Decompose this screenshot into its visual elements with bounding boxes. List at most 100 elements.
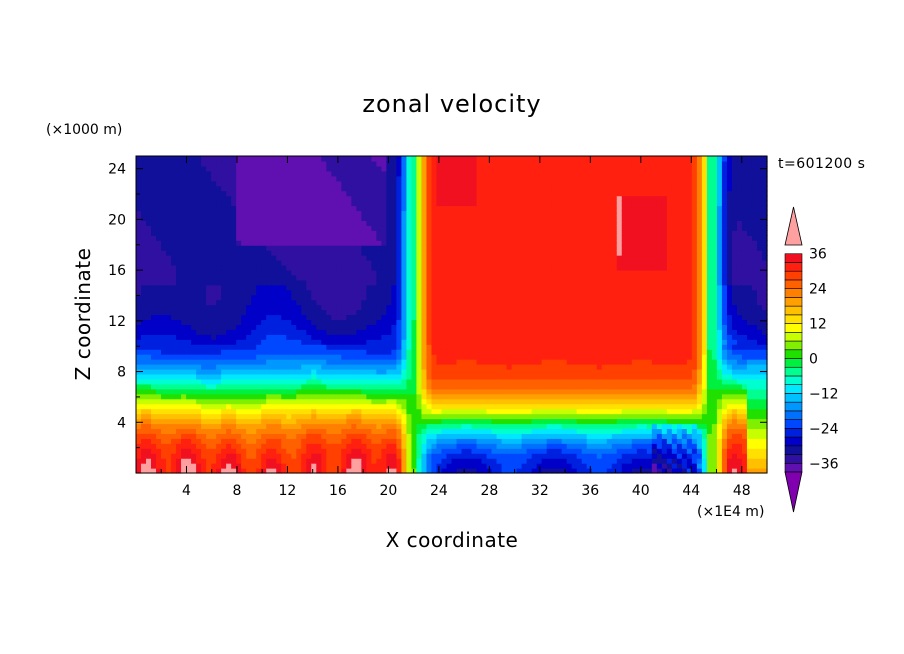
field-cell (301, 200, 307, 207)
field-cell (376, 428, 382, 434)
field-cell (246, 383, 252, 390)
field-cell (316, 359, 322, 365)
field-cell (151, 359, 157, 365)
field-cell (466, 260, 473, 266)
field-cell (381, 170, 387, 177)
field-cell (171, 289, 177, 296)
field-cell (491, 309, 498, 316)
field-cell (376, 339, 382, 345)
field-cell (321, 264, 327, 271)
field-cell (521, 373, 528, 380)
field-cell (491, 195, 498, 202)
field-cell (166, 423, 172, 430)
field-cell (496, 433, 503, 439)
field-cell (421, 339, 428, 345)
field-cell (386, 230, 393, 236)
field-cell (151, 289, 157, 296)
field-cell (511, 279, 518, 286)
field-cell (506, 250, 513, 256)
field-cell (441, 339, 448, 345)
field-cell (516, 314, 523, 321)
field-cell (261, 250, 267, 256)
field-cell (326, 165, 332, 172)
field-cell (166, 156, 172, 162)
field-cell (301, 289, 307, 296)
field-cell (521, 403, 528, 410)
field-cell (156, 443, 162, 449)
field-cell (496, 299, 503, 306)
field-cell (231, 235, 237, 241)
field-cell (251, 393, 257, 400)
field-cell (321, 279, 327, 286)
field-cell (361, 160, 367, 167)
field-cell (391, 269, 398, 276)
field-cell (136, 279, 142, 286)
field-cell (306, 160, 312, 167)
field-cell (281, 468, 287, 474)
field-cell (416, 324, 423, 330)
field-cell (326, 398, 332, 405)
field-cell (156, 344, 162, 350)
field-cell (391, 289, 398, 296)
field-cell (221, 354, 227, 360)
field-cell (256, 314, 262, 321)
field-cell (186, 388, 192, 395)
field-cell (166, 433, 172, 439)
field-cell (346, 190, 352, 197)
field-cell (136, 200, 142, 207)
field-cell (236, 274, 242, 281)
field-cell (421, 195, 428, 202)
field-cell (496, 428, 503, 434)
field-cell (431, 368, 438, 375)
field-cell (171, 304, 177, 311)
field-cell (256, 408, 262, 415)
field-cell (406, 319, 413, 325)
field-cell (201, 314, 207, 321)
field-cell (346, 319, 352, 325)
field-cell (396, 344, 403, 350)
field-cell (351, 210, 357, 217)
field-cell (336, 438, 342, 444)
field-cell (136, 428, 142, 434)
field-cell (446, 190, 453, 197)
field-cell (336, 245, 342, 251)
field-cell (201, 319, 207, 325)
field-cell (511, 453, 518, 459)
field-cell (431, 309, 438, 316)
field-cell (361, 156, 367, 162)
field-cell (166, 329, 172, 335)
field-cell (346, 423, 352, 430)
field-cell (496, 423, 503, 430)
field-cell (276, 344, 282, 350)
field-cell (496, 373, 503, 380)
field-cell (486, 453, 493, 459)
field-cell (306, 250, 312, 256)
field-cell (151, 314, 157, 321)
field-cell (236, 428, 242, 434)
field-cell (366, 299, 372, 306)
field-cell (276, 349, 282, 355)
field-cell (391, 438, 398, 444)
field-cell (396, 284, 403, 291)
field-cell (386, 255, 393, 261)
field-cell (376, 418, 382, 425)
field-cell (441, 378, 448, 385)
field-cell (381, 408, 387, 415)
field-cell (326, 220, 332, 226)
field-cell (246, 368, 252, 375)
field-cell (401, 413, 408, 420)
field-cell (326, 453, 332, 459)
field-cell (286, 453, 292, 459)
field-cell (351, 170, 357, 177)
field-cell (151, 235, 157, 241)
field-cell (301, 230, 307, 236)
field-cell (391, 354, 398, 360)
field-cell (166, 289, 172, 296)
field-cell (461, 185, 468, 192)
field-cell (396, 289, 403, 296)
field-cell (216, 250, 222, 256)
field-cell (401, 294, 408, 301)
field-cell (496, 309, 503, 316)
field-cell (321, 284, 327, 291)
field-cell (141, 210, 147, 217)
